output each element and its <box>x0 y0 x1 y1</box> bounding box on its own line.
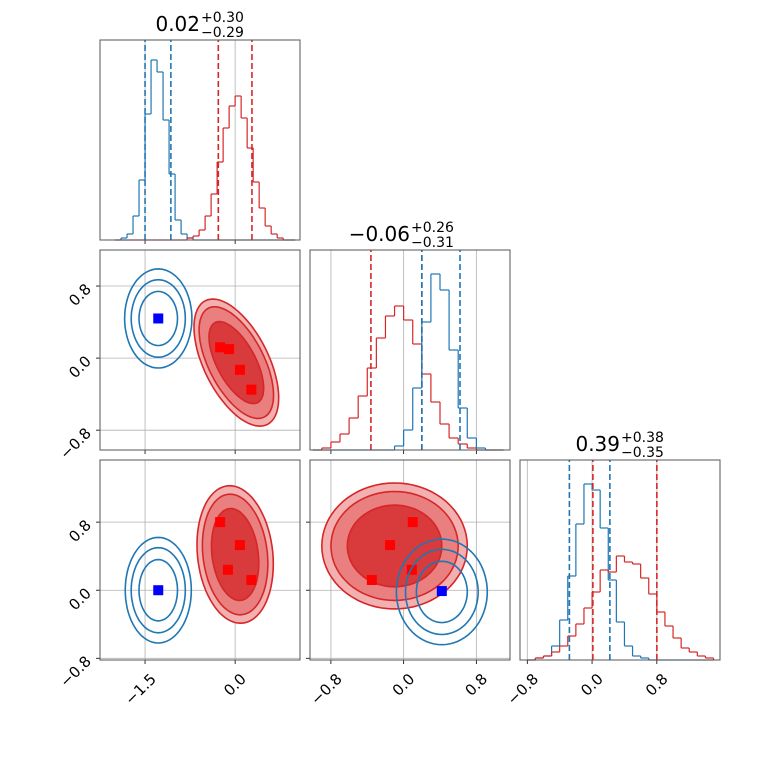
y-tick-label: −0.8 <box>56 652 94 690</box>
contour <box>130 546 187 634</box>
x-tick-label: 0.8 <box>462 670 492 700</box>
y-tick-label: 0.0 <box>65 352 95 382</box>
x-tick-label: 0.0 <box>220 670 250 700</box>
panel-frame <box>99 459 301 661</box>
contour <box>404 548 480 636</box>
y-tick-label: 0.8 <box>65 516 95 546</box>
x-tick-label: −0.8 <box>307 670 345 708</box>
panel-title: −0.06 <box>349 222 410 246</box>
contour <box>124 536 193 644</box>
point <box>234 364 245 375</box>
title-lower: −0.35 <box>621 445 664 461</box>
title-lower: −0.31 <box>411 235 454 251</box>
title-lower: −0.29 <box>201 25 244 41</box>
contour <box>138 290 179 347</box>
point <box>224 344 235 355</box>
title-upper: +0.38 <box>621 430 664 446</box>
y-tick-label: −0.8 <box>56 424 94 462</box>
point <box>153 585 164 596</box>
point <box>385 540 395 551</box>
x-tick-label: −1.5 <box>121 670 159 708</box>
x-tick-label: 0.8 <box>642 670 672 700</box>
x-tick-label: 0.0 <box>577 670 607 700</box>
point <box>246 384 257 395</box>
panel-frame <box>309 249 511 451</box>
contour <box>130 278 187 359</box>
contour <box>415 560 469 624</box>
x-tick-label: −0.8 <box>504 670 542 708</box>
point <box>436 586 447 597</box>
panel-title: 0.02 <box>155 12 200 36</box>
panel-frame <box>99 39 301 241</box>
y-tick-label: 0.0 <box>65 584 95 614</box>
contour <box>208 320 265 405</box>
panel-frame <box>519 459 721 661</box>
point <box>222 564 233 575</box>
point <box>407 517 418 528</box>
point <box>153 313 164 324</box>
x-tick-label: 0.0 <box>389 670 419 700</box>
y-tick-label: 0.8 <box>65 280 95 310</box>
title-upper: +0.26 <box>411 220 454 236</box>
point <box>234 540 245 551</box>
point <box>246 575 257 585</box>
panel-frame <box>309 459 511 661</box>
contour <box>138 558 179 622</box>
point <box>406 564 417 575</box>
point <box>215 342 226 353</box>
contour <box>123 268 193 369</box>
panel-title: 0.39 <box>575 432 620 456</box>
point <box>215 517 226 528</box>
panel-frame <box>99 249 301 451</box>
contour <box>395 538 489 646</box>
point <box>366 575 377 585</box>
title-upper: +0.30 <box>201 10 244 26</box>
